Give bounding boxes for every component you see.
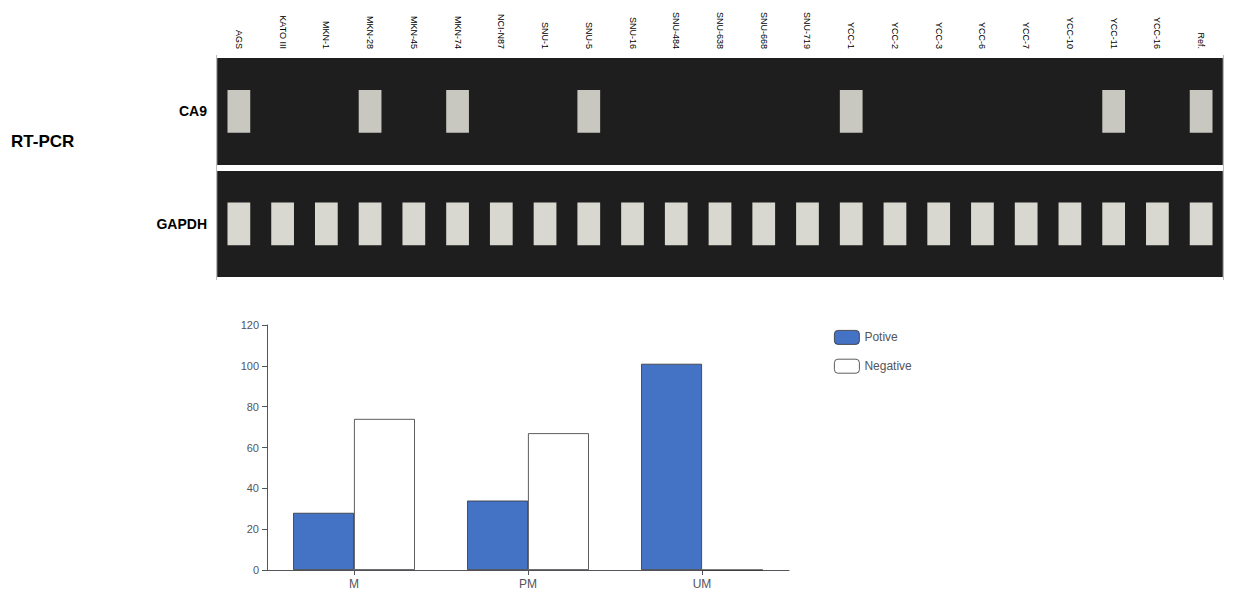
svg-text:SNU-16: SNU-16 <box>628 17 638 49</box>
svg-text:MKN-74: MKN-74 <box>453 16 463 49</box>
svg-text:Potive: Potive <box>864 330 898 344</box>
svg-text:Negative: Negative <box>864 359 912 373</box>
svg-text:CA9: CA9 <box>179 103 207 119</box>
svg-text:40: 40 <box>247 482 259 494</box>
svg-text:SNU-638: SNU-638 <box>715 12 725 49</box>
svg-text:GAPDH: GAPDH <box>156 216 207 232</box>
svg-text:120: 120 <box>241 319 259 331</box>
svg-text:AGS: AGS <box>234 30 244 49</box>
svg-text:YCC-2: YCC-2 <box>890 22 900 49</box>
svg-text:MKN-45: MKN-45 <box>409 16 419 49</box>
svg-text:YCC-3: YCC-3 <box>934 22 944 49</box>
svg-text:MKN-1: MKN-1 <box>321 21 331 49</box>
svg-text:SNU-5: SNU-5 <box>584 22 594 49</box>
svg-text:KATO III: KATO III <box>278 15 288 49</box>
svg-text:20: 20 <box>247 523 259 535</box>
svg-text:SNU-484: SNU-484 <box>671 12 681 49</box>
svg-text:0: 0 <box>253 564 259 576</box>
svg-text:UM: UM <box>693 577 712 591</box>
svg-text:80: 80 <box>247 401 259 413</box>
svg-text:60: 60 <box>247 442 259 454</box>
svg-text:YCC-6: YCC-6 <box>977 22 987 49</box>
svg-text:M: M <box>349 577 359 591</box>
svg-text:YCC-11: YCC-11 <box>1109 18 1119 49</box>
svg-text:YCC-16: YCC-16 <box>1152 17 1162 49</box>
svg-text:SNU-1: SNU-1 <box>540 22 550 49</box>
svg-text:PM: PM <box>519 577 537 591</box>
svg-text:YCC-10: YCC-10 <box>1065 17 1075 49</box>
svg-text:MKN-28: MKN-28 <box>365 16 375 49</box>
svg-text:YCC-7: YCC-7 <box>1021 22 1031 49</box>
svg-text:YCC-1: YCC-1 <box>846 22 856 49</box>
svg-text:NCI-N87: NCI-N87 <box>496 14 506 49</box>
svg-text:Ref.: Ref. <box>1196 32 1206 49</box>
svg-text:100: 100 <box>241 360 259 372</box>
svg-text:SNU-719: SNU-719 <box>802 12 812 49</box>
svg-text:SNU-668: SNU-668 <box>759 12 769 49</box>
svg-text:RT-PCR: RT-PCR <box>11 132 74 151</box>
